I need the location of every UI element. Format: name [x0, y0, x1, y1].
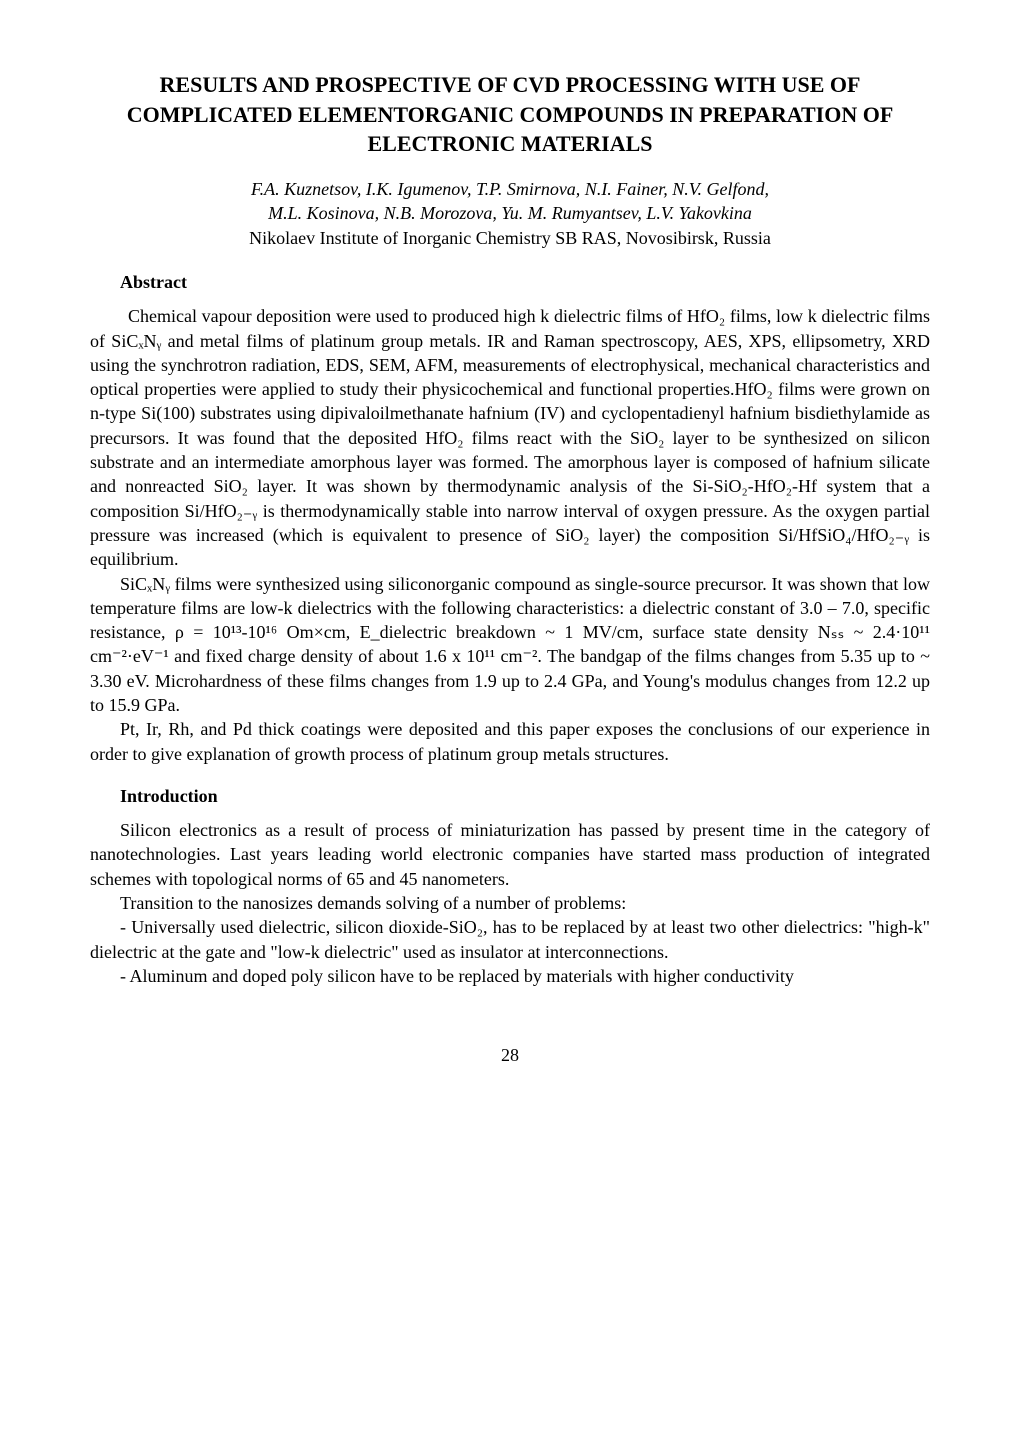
authors-line-1: F.A. Kuznetsov, I.K. Igumenov, T.P. Smir… — [90, 177, 930, 201]
intro-paragraph-3: - Universally used dielectric, silicon d… — [90, 915, 930, 964]
intro-paragraph-1: Silicon electronics as a result of proce… — [90, 818, 930, 891]
page-number: 28 — [90, 1043, 930, 1067]
abstract-paragraph-1: Chemical vapour deposition were used to … — [90, 304, 930, 571]
abstract-paragraph-3: Pt, Ir, Rh, and Pd thick coatings were d… — [90, 717, 930, 766]
authors-line-2: M.L. Kosinova, N.B. Morozova, Yu. M. Rum… — [90, 201, 930, 225]
affiliation: Nikolaev Institute of Inorganic Chemistr… — [90, 226, 930, 250]
intro-paragraph-2: Transition to the nanosizes demands solv… — [90, 891, 930, 915]
abstract-paragraph-2: SiCₓNᵧ films were synthesized using sili… — [90, 572, 930, 718]
introduction-heading: Introduction — [90, 784, 930, 808]
paper-title: RESULTS AND PROSPECTIVE OF CVD PROCESSIN… — [90, 70, 930, 159]
abstract-heading: Abstract — [90, 270, 930, 294]
intro-paragraph-4: - Aluminum and doped poly silicon have t… — [90, 964, 930, 988]
